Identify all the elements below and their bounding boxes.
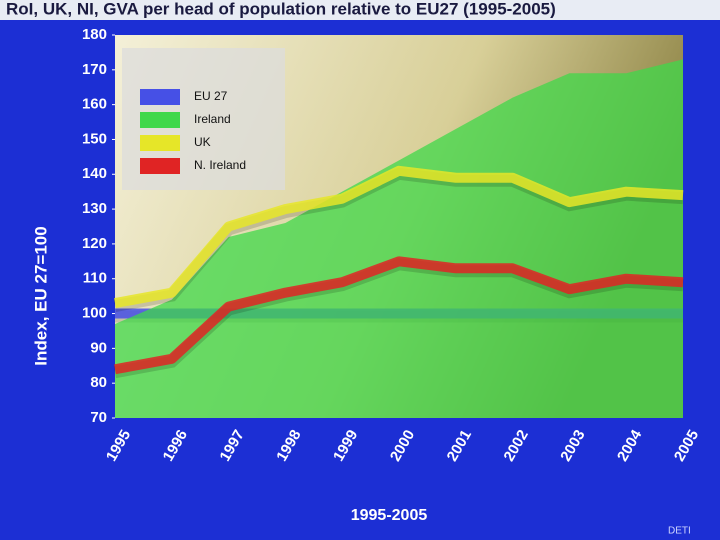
x-tick-label: 2002 [500, 427, 531, 464]
x-tick-label: 2000 [387, 427, 418, 464]
legend-swatch [140, 112, 180, 128]
legend: EU 27 Ireland UK N. Ireland [122, 48, 285, 190]
x-tick-label: 1997 [216, 427, 247, 464]
legend-swatch [140, 89, 180, 105]
x-tick-label: 1999 [330, 427, 361, 464]
x-tick-label: 2003 [557, 427, 588, 464]
line [114, 256, 684, 375]
title-bar [0, 0, 720, 20]
x-axis-label: 1995-2005 [351, 507, 428, 524]
legend-label: N. Ireland [194, 158, 246, 172]
line [114, 165, 684, 309]
chart-title: RoI, UK, NI, GVA per head of population … [6, 0, 556, 18]
legend-label: EU 27 [194, 89, 228, 103]
area [115, 59, 683, 418]
x-tick-label: 2004 [614, 426, 646, 464]
y-tick-label: 130 [82, 200, 107, 217]
y-tick-label: 100 [82, 305, 107, 322]
y-tick-label: 90 [90, 339, 107, 356]
x-tick-label: 1996 [160, 427, 191, 464]
y-tick-label: 140 [82, 165, 107, 182]
legend-label: Ireland [194, 112, 231, 126]
y-tick-label: 110 [83, 270, 107, 287]
x-tick-label: 2005 [671, 427, 702, 464]
y-tick-label: 160 [82, 96, 107, 113]
legend-swatch [140, 135, 180, 151]
y-tick-label: 170 [82, 61, 107, 78]
x-tick-label: 1995 [103, 427, 134, 464]
y-tick-label: 150 [82, 130, 107, 147]
y-tick-label: 120 [82, 235, 107, 252]
legend-swatch [140, 158, 180, 174]
y-tick-label: 180 [82, 26, 107, 43]
footer: DETI [668, 526, 691, 537]
x-tick-label: 1998 [273, 427, 304, 464]
y-axis-label: Index, EU 27=100 [31, 226, 50, 365]
legend-label: UK [194, 135, 211, 149]
y-tick-label: 80 [90, 374, 107, 391]
y-tick-label: 70 [90, 409, 107, 426]
x-tick-label: 2001 [444, 427, 475, 464]
